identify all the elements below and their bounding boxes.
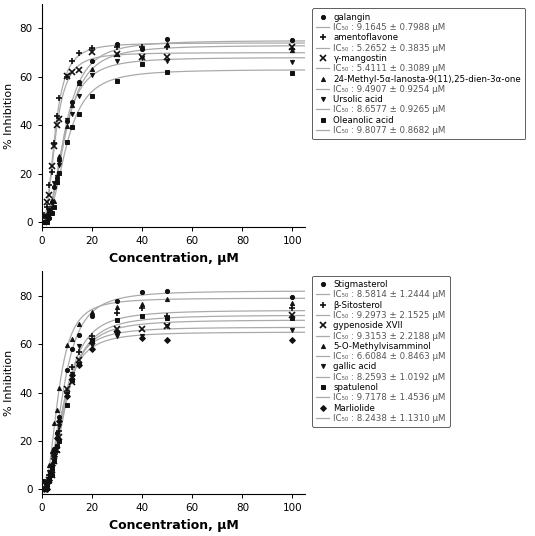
Y-axis label: % Inhibition: % Inhibition: [4, 349, 14, 416]
X-axis label: Concentration, μM: Concentration, μM: [109, 519, 238, 532]
Y-axis label: % Inhibition: % Inhibition: [4, 83, 14, 148]
Legend: Stigmasterol, IC₅₀ : 8.5814 ± 1.2444 μM, β-Sitosterol, IC₅₀ : 9.2973 ± 2.1525 μM: Stigmasterol, IC₅₀ : 8.5814 ± 1.2444 μM,…: [312, 276, 450, 427]
Legend: galangin, IC₅₀ : 9.1645 ± 0.7988 μM, amentoflavone, IC₅₀ : 5.2652 ± 0.3835 μM, γ: galangin, IC₅₀ : 9.1645 ± 0.7988 μM, ame…: [312, 9, 525, 139]
X-axis label: Concentration, μM: Concentration, μM: [109, 251, 238, 265]
